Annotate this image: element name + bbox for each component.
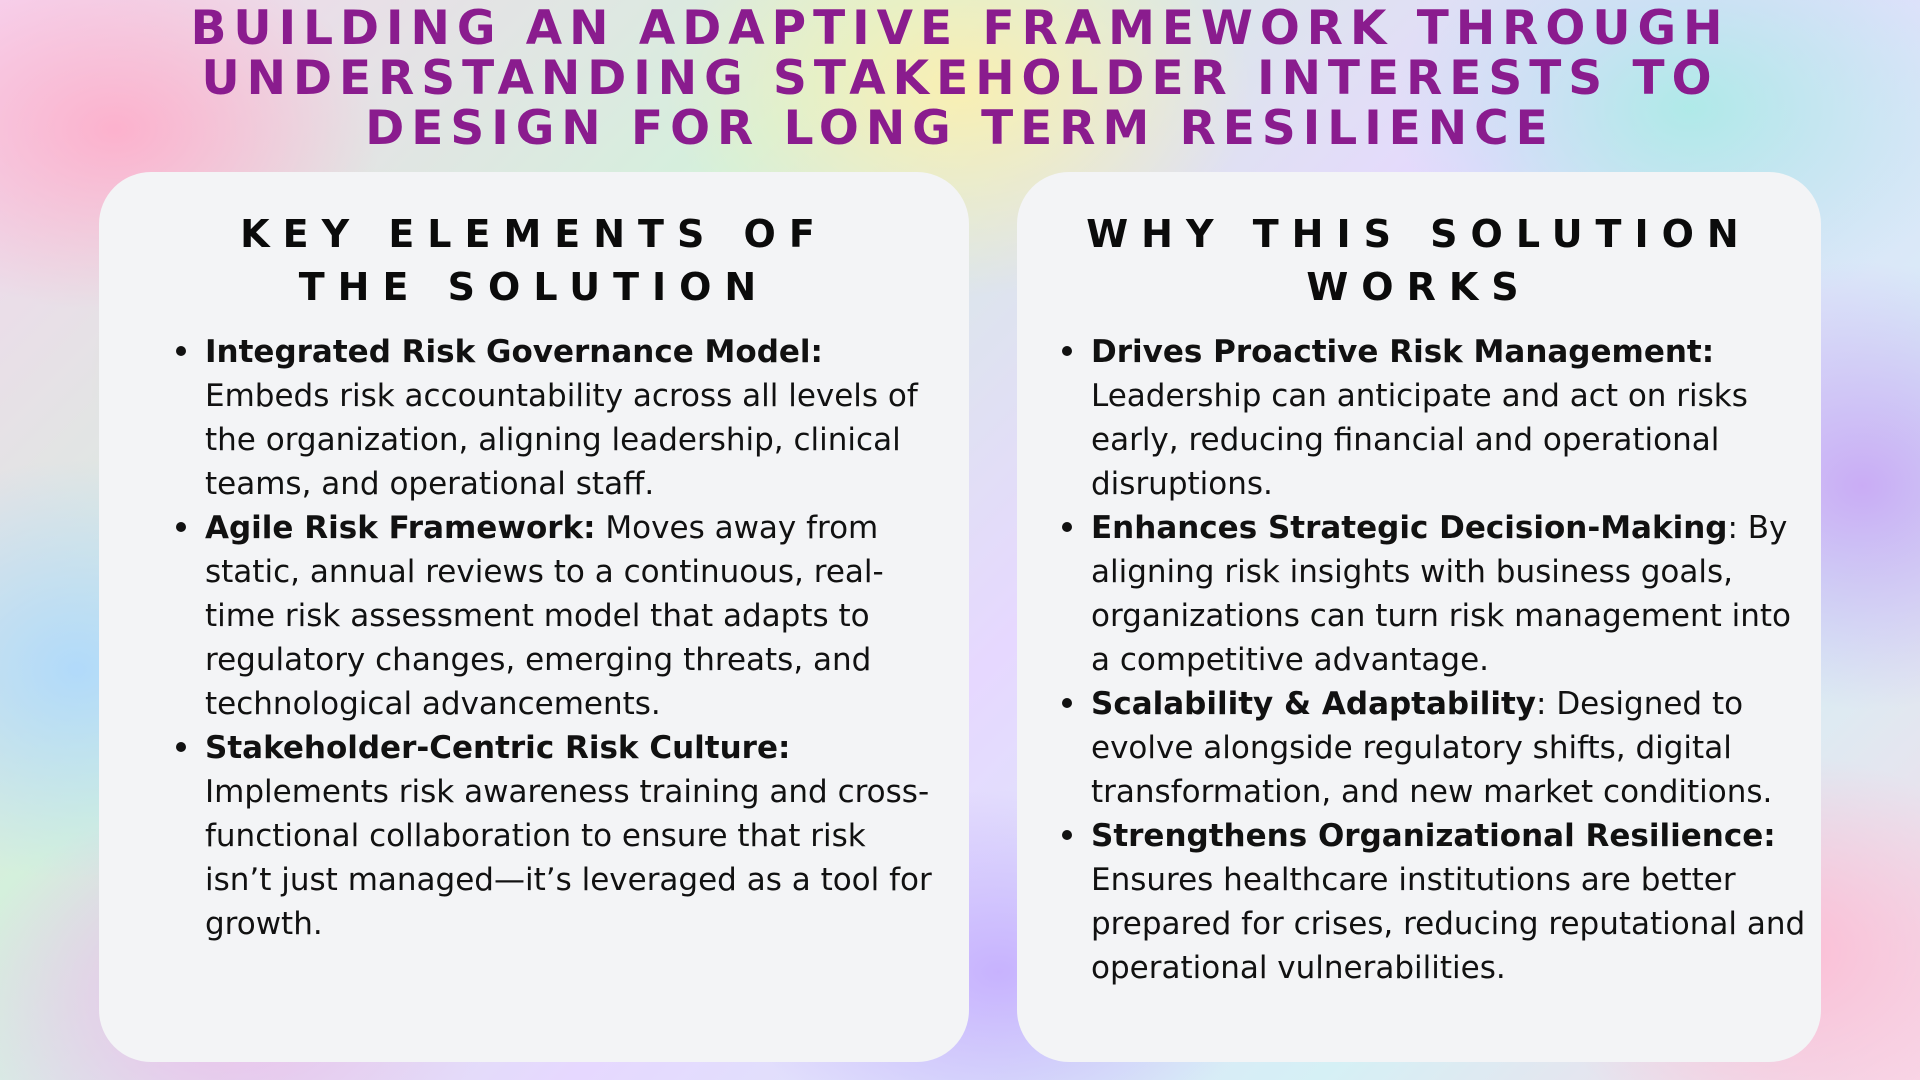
list-item: Strengthens Organizational Resilience: E… xyxy=(1062,814,1811,990)
list-item: Scalability & Adaptability: Designed to … xyxy=(1062,682,1811,814)
heading-line: THE SOLUTION xyxy=(298,265,770,309)
title-line: BUILDING AN ADAPTIVE FRAMEWORK THROUGH xyxy=(190,1,1730,56)
why-it-works-list: Drives Proactive Risk Management: Leader… xyxy=(1062,330,1811,990)
item-term: Integrated Risk Governance Model: xyxy=(205,334,823,370)
list-item: Enhances Strategic Decision-Making: By a… xyxy=(1062,506,1811,682)
list-item: Stakeholder-Centric Risk Culture: Implem… xyxy=(176,726,935,946)
item-term: Strengthens Organizational Resilience: xyxy=(1091,818,1776,854)
list-item: Drives Proactive Risk Management: Leader… xyxy=(1062,330,1811,506)
why-it-works-heading: WHY THIS SOLUTION WORKS xyxy=(1017,208,1821,314)
item-term: Enhances Strategic Decision-Making xyxy=(1091,510,1728,546)
item-text: Moves away from static, annual reviews t… xyxy=(205,510,884,722)
key-elements-list: Integrated Risk Governance Model: Embeds… xyxy=(176,330,935,946)
page-title: BUILDING AN ADAPTIVE FRAMEWORK THROUGH U… xyxy=(0,4,1920,154)
key-elements-card: KEY ELEMENTS OF THE SOLUTION Integrated … xyxy=(99,172,969,1062)
item-term: Agile Risk Framework: xyxy=(205,510,596,546)
item-text: : Designed to evolve alongside regulator… xyxy=(1091,686,1773,810)
list-item: Integrated Risk Governance Model: Embeds… xyxy=(176,330,935,506)
why-it-works-card: WHY THIS SOLUTION WORKS Drives Proactive… xyxy=(1017,172,1821,1062)
key-elements-heading: KEY ELEMENTS OF THE SOLUTION xyxy=(99,208,969,314)
item-text: : By aligning risk insights with busines… xyxy=(1091,510,1792,678)
list-item: Agile Risk Framework: Moves away from st… xyxy=(176,506,935,726)
item-text: Embeds risk accountability across all le… xyxy=(205,378,918,502)
item-text: Leadership can anticipate and act on ris… xyxy=(1091,378,1748,502)
title-line: DESIGN FOR LONG TERM RESILIENCE xyxy=(365,101,1555,156)
item-term: Drives Proactive Risk Management: xyxy=(1091,334,1715,370)
item-term: Scalability & Adaptability xyxy=(1091,686,1537,722)
title-line: UNDERSTANDING STAKEHOLDER INTERESTS TO xyxy=(201,51,1719,106)
heading-line: WORKS xyxy=(1306,265,1532,309)
item-text: Implements risk awareness training and c… xyxy=(205,774,932,942)
heading-line: WHY THIS SOLUTION xyxy=(1086,212,1752,256)
heading-line: KEY ELEMENTS OF xyxy=(240,212,828,256)
item-term: Stakeholder-Centric Risk Culture: xyxy=(205,730,791,766)
item-text: Ensures healthcare institutions are bett… xyxy=(1091,862,1806,986)
